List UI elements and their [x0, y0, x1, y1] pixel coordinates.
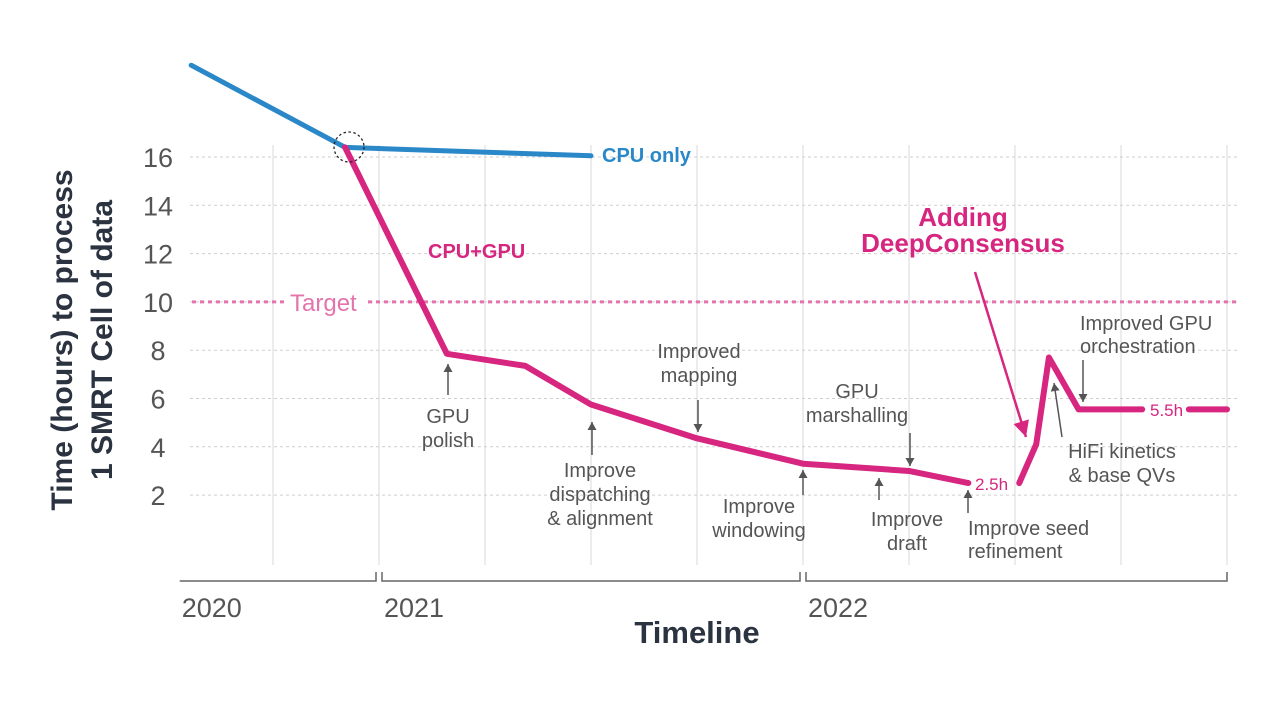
- series-line-cpu-only: [188, 62, 594, 159]
- target-label: Target: [290, 290, 357, 317]
- crossover-marker: [333, 131, 365, 163]
- series-label-cpu-only: CPU only: [602, 145, 692, 167]
- arrowhead-icon: [874, 478, 884, 486]
- arrowhead-icon: [1013, 419, 1029, 437]
- annotation-text: GPU: [426, 406, 469, 428]
- x-axis-title: Timeline: [634, 615, 759, 650]
- annotation-text: draft: [887, 533, 927, 555]
- y-axis-title-line-2: 1 SMRT Cell of data: [86, 200, 119, 480]
- annotation-text: polish: [422, 430, 474, 452]
- target-line-group: Target: [192, 287, 1240, 317]
- year-bracket: [179, 572, 377, 582]
- annotation-text: Improve: [564, 460, 636, 482]
- y-tick-label: 4: [150, 433, 165, 463]
- annotation-arrow: [973, 271, 1028, 438]
- arrowhead-icon: [1078, 394, 1088, 402]
- x-tick-label: 2022: [808, 593, 868, 623]
- arrowhead-icon: [443, 364, 453, 372]
- year-bracket: [381, 572, 801, 582]
- y-tick-label: 10: [143, 288, 173, 318]
- value-label: 2.5h: [975, 475, 1008, 494]
- series-label-cpu-gpu: CPU+GPU: [428, 241, 525, 263]
- x-tick-label: 2021: [384, 593, 444, 623]
- x-tick-label: 2020: [182, 593, 242, 623]
- annotation-text: Improve: [871, 509, 943, 531]
- arrowhead-icon: [587, 422, 597, 430]
- y-tick-label: 16: [143, 143, 173, 173]
- annotation-text: orchestration: [1080, 336, 1196, 358]
- arrowhead-icon: [1050, 383, 1060, 392]
- y-axis-title-line-1: Time (hours) to process: [46, 169, 79, 510]
- annotation-text: marshalling: [806, 405, 908, 427]
- annotation-text: Adding: [918, 202, 1008, 232]
- series: [188, 62, 1230, 487]
- series-line-cpu-gpu: [342, 144, 1230, 487]
- annotation-text: DeepConsensus: [861, 228, 1065, 258]
- annotation-arrow: [1053, 382, 1063, 438]
- annotation-text: refinement: [968, 541, 1063, 563]
- annotation-text: & base QVs: [1069, 465, 1176, 487]
- annotation-text: Improved: [657, 341, 740, 363]
- y-tick-label: 14: [143, 191, 173, 221]
- annotation-text: Improve: [723, 496, 795, 518]
- annotation-text: dispatching: [549, 484, 650, 506]
- annotation-text: & alignment: [547, 508, 653, 530]
- y-tick-label: 6: [150, 385, 165, 415]
- labels: CPU only CPU+GPU 2.5h 5.5h: [428, 145, 1183, 494]
- annotation-text: Improve seed: [968, 518, 1089, 540]
- y-axis: 16 14 12 10 8 6 4 2: [143, 143, 173, 511]
- arrowhead-icon: [963, 490, 973, 498]
- arrowhead-icon: [905, 458, 915, 466]
- x-axis: 2020 2021 2022: [179, 572, 1228, 623]
- y-tick-label: 8: [150, 336, 165, 366]
- annotation-text: windowing: [711, 520, 805, 542]
- arrowhead-icon: [693, 424, 703, 432]
- annotation-text: HiFi kinetics: [1068, 441, 1176, 463]
- year-bracket: [805, 572, 1228, 582]
- value-label: 5.5h: [1150, 401, 1183, 420]
- arrowhead-icon: [798, 470, 808, 478]
- annotation-text: GPU: [835, 381, 878, 403]
- annotation-text: mapping: [661, 365, 738, 387]
- annotation-text: Improved GPU: [1080, 313, 1212, 335]
- y-tick-label: 2: [150, 481, 165, 511]
- y-tick-label: 12: [143, 240, 173, 270]
- target-label-bg: [284, 287, 368, 316]
